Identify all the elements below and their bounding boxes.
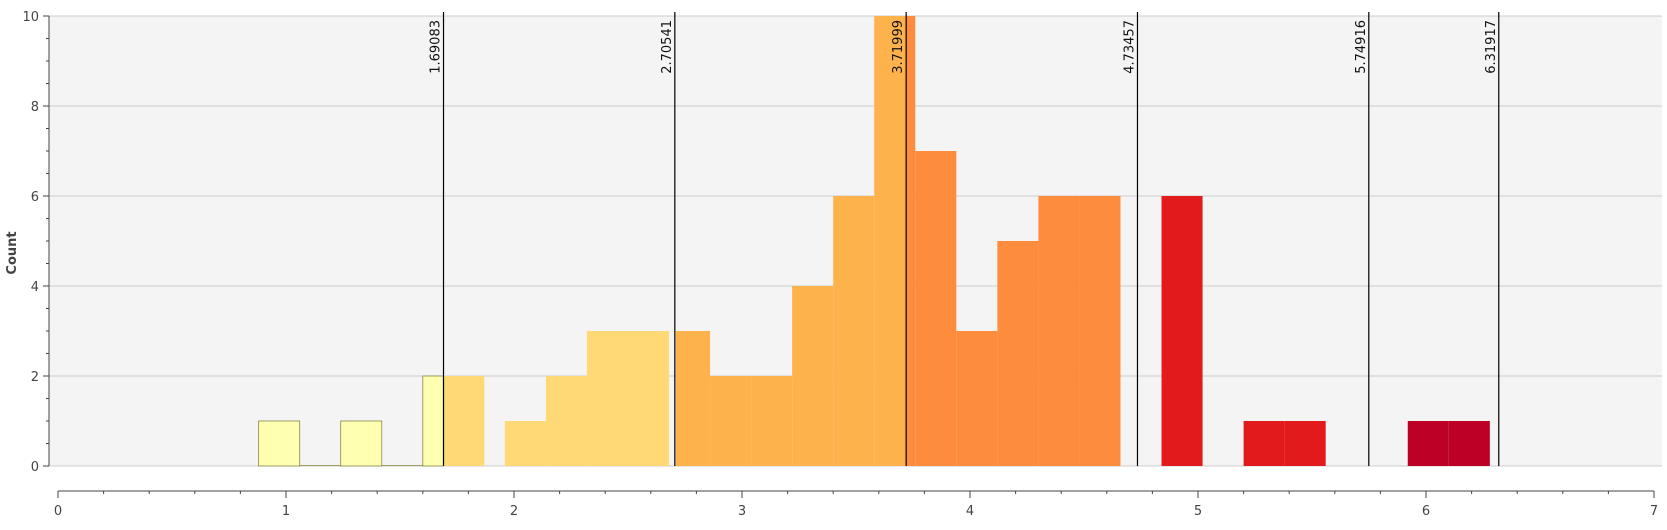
histogram-bar (504, 421, 546, 466)
breakpoint-label: 1.69083 (429, 20, 444, 74)
histogram-bar (1161, 196, 1203, 466)
x-tick-label: 1 (282, 504, 290, 519)
breakpoint-label: 5.74916 (1354, 20, 1369, 74)
y-tick-label: 8 (31, 100, 39, 115)
histogram-bars (258, 16, 1490, 467)
y-tick-label: 6 (31, 190, 39, 205)
histogram-bar (443, 376, 485, 466)
x-tick-label: 5 (1194, 504, 1202, 519)
histogram-bar (710, 376, 752, 466)
breakpoint-label: 3.71999 (891, 20, 906, 74)
histogram-bar (422, 375, 444, 467)
histogram-bar (1448, 421, 1490, 466)
histogram-bar (915, 151, 957, 466)
histogram-bar (628, 331, 670, 466)
x-tick-label: 4 (966, 504, 974, 519)
histogram-bar (751, 376, 793, 466)
histogram-bar (545, 376, 587, 466)
breakpoint-label: 4.73457 (1122, 20, 1137, 74)
histogram-bar (906, 16, 916, 466)
histogram-bar (833, 196, 875, 466)
breakpoint-label: 6.31917 (1484, 20, 1499, 74)
y-tick-label: 0 (31, 460, 39, 475)
histogram-bar (258, 420, 301, 467)
x-tick-label: 2 (510, 504, 518, 519)
y-tick-label: 2 (31, 370, 39, 385)
histogram-bar (675, 331, 711, 466)
histogram-bar (1038, 196, 1080, 466)
histogram-bar (997, 241, 1039, 466)
breakpoint-label: 2.70541 (660, 20, 675, 74)
breakpoint-lines: 1.69083 2.70541 3.71999 4.73457 5.74916 6.319… (429, 12, 1500, 466)
histogram-bar (956, 331, 998, 466)
x-tick-label: 3 (738, 504, 746, 519)
histogram-bar (1079, 196, 1121, 466)
x-tick-label: 6 (1422, 504, 1430, 519)
histogram-bar (340, 420, 383, 467)
x-tick-label: 0 (54, 504, 62, 519)
histogram-bar (1284, 421, 1326, 466)
y-axis-label: Count (5, 231, 20, 274)
histogram-bar (874, 16, 907, 466)
histogram-bar (1243, 421, 1285, 466)
histogram-bar (586, 331, 628, 466)
x-tick-label: 7 (1650, 504, 1658, 519)
y-tick-label: 4 (31, 280, 39, 295)
histogram-bar (792, 286, 834, 466)
y-tick-label: 10 (22, 10, 39, 25)
histogram-bar (1407, 421, 1449, 466)
axes: 0 2 4 6 8 10 0 1 2 3 4 5 6 7 (22, 10, 1658, 519)
